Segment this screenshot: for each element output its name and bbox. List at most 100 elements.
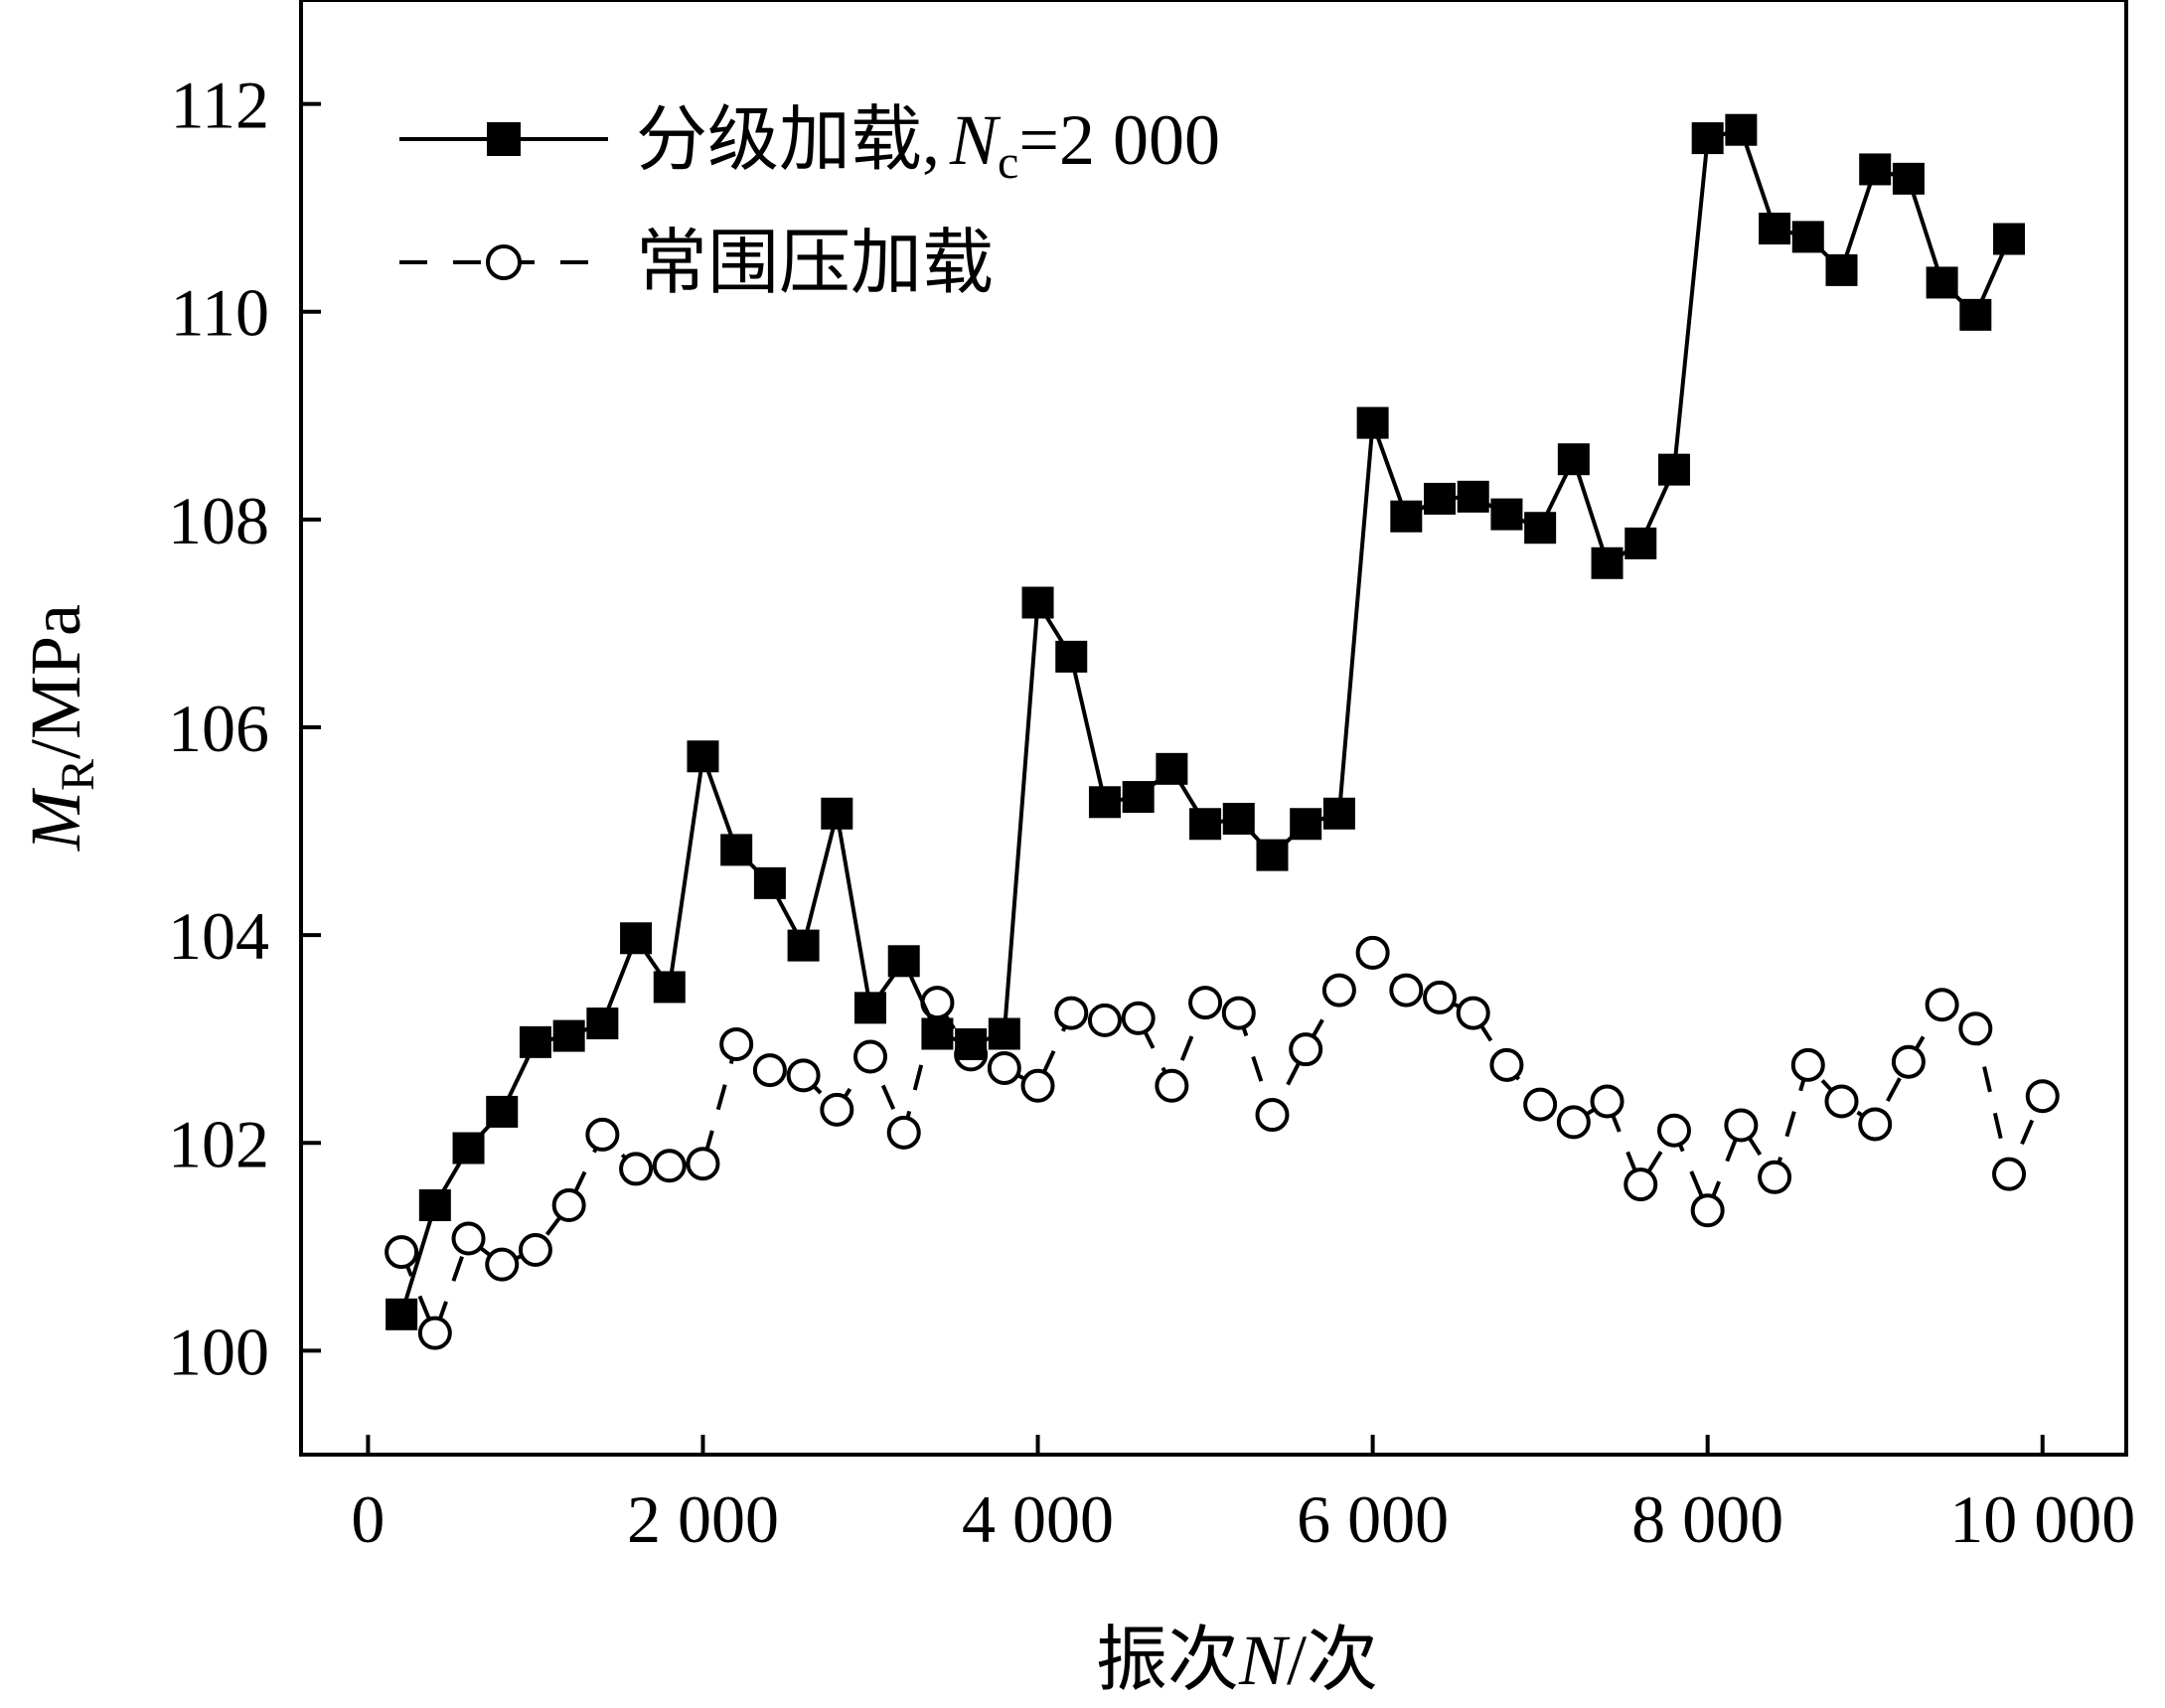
data-point-square xyxy=(386,1298,418,1330)
data-point-circle xyxy=(551,1188,586,1223)
data-point-square xyxy=(1791,221,1824,253)
data-point-square xyxy=(1457,480,1489,513)
legend-marker-series-1 xyxy=(487,122,521,156)
data-point-square xyxy=(1156,752,1188,785)
data-point-square xyxy=(854,992,887,1024)
data-point-circle xyxy=(1690,1193,1725,1228)
data-point-square xyxy=(1959,298,1992,331)
data-point-square xyxy=(1859,153,1892,186)
x-tick-label: 6 000 xyxy=(1297,1481,1449,1557)
data-point-square xyxy=(486,1095,519,1128)
data-point-square xyxy=(1524,512,1557,544)
data-point-square xyxy=(821,797,853,830)
data-point-circle xyxy=(1556,1105,1591,1140)
data-point-circle xyxy=(585,1117,620,1152)
data-point-square xyxy=(1290,808,1322,841)
plot-frame xyxy=(299,0,2128,1457)
data-point-square xyxy=(1657,453,1690,486)
legend: 分级加载, Nc=2 000 常围压加载 xyxy=(399,100,1220,303)
data-point-circle xyxy=(1724,1108,1759,1143)
data-point-circle xyxy=(853,1039,888,1074)
data-point-square xyxy=(586,1008,619,1040)
data-point-circle xyxy=(1389,973,1424,1008)
data-point-circle xyxy=(1054,996,1089,1030)
data-point-circle xyxy=(1790,1047,1825,1082)
data-point-circle xyxy=(1087,1003,1122,1037)
data-point-square xyxy=(1256,839,1289,871)
series-layer xyxy=(385,113,2060,1350)
data-point-circle xyxy=(1925,988,1959,1022)
data-point-square xyxy=(653,971,686,1004)
data-point-square xyxy=(1356,406,1389,439)
data-point-square xyxy=(720,834,753,866)
data-point-circle xyxy=(1958,1011,1993,1046)
series-line-1 xyxy=(399,127,2011,1316)
data-point-circle xyxy=(1020,1068,1055,1103)
x-tick-label: 8 000 xyxy=(1631,1481,1783,1557)
data-point-circle xyxy=(385,1235,419,1270)
series-line-2 xyxy=(399,950,2045,1335)
data-point-square xyxy=(1390,500,1423,533)
axes: 0 2 000 4 000 6 000 8 000 10 000 100 102 104 106 1… xyxy=(168,68,2135,1557)
data-point-square xyxy=(1222,803,1255,836)
data-point-circle xyxy=(1456,996,1490,1030)
data-point-circle xyxy=(686,1147,720,1181)
data-point-circle xyxy=(1858,1107,1893,1142)
data-point-circle xyxy=(1188,986,1223,1020)
data-point-square xyxy=(1122,781,1155,814)
data-point-square xyxy=(1926,266,1958,299)
x-tick-label: 4 000 xyxy=(962,1481,1114,1557)
data-point-square xyxy=(519,1025,551,1058)
legend-label-series-2: 常围压加载 xyxy=(636,224,994,303)
y-tick-label: 106 xyxy=(168,691,269,766)
y-tick-label: 108 xyxy=(168,483,269,558)
x-tick-label: 10 000 xyxy=(1949,1481,2135,1557)
y-tick-label: 104 xyxy=(168,898,269,974)
data-point-circle xyxy=(1355,935,1390,970)
data-point-square xyxy=(1557,443,1590,476)
data-point-square xyxy=(1624,527,1657,559)
data-point-square xyxy=(921,1017,954,1050)
data-point-circle xyxy=(1590,1084,1624,1119)
data-point-square xyxy=(1759,213,1791,245)
data-point-square xyxy=(1490,498,1523,531)
data-point-square xyxy=(787,929,820,962)
data-point-square xyxy=(620,922,653,955)
data-point-circle xyxy=(652,1149,687,1183)
data-point-circle xyxy=(1489,1047,1524,1082)
data-point-circle xyxy=(619,1152,654,1186)
data-point-circle xyxy=(752,1053,787,1088)
data-point-circle xyxy=(719,1026,754,1061)
data-point-square xyxy=(1892,162,1925,195)
data-point-circle xyxy=(820,1092,854,1127)
x-tick-label: 0 xyxy=(351,1481,385,1557)
data-point-circle xyxy=(1155,1068,1189,1103)
data-point-square xyxy=(1424,482,1457,515)
data-point-square xyxy=(1591,546,1624,579)
data-point-circle xyxy=(2025,1079,2060,1114)
data-point-square xyxy=(1725,113,1758,146)
y-tick-label: 110 xyxy=(171,275,269,351)
data-point-square xyxy=(1021,586,1054,619)
data-point-circle xyxy=(1758,1160,1792,1194)
data-point-circle xyxy=(1824,1084,1859,1119)
data-point-circle xyxy=(1321,973,1356,1008)
data-point-circle xyxy=(1656,1113,1691,1148)
legend-marker-series-2 xyxy=(486,244,522,280)
data-point-square xyxy=(552,1019,585,1052)
data-point-square xyxy=(1189,808,1222,841)
series-2 xyxy=(385,935,2060,1350)
data-point-circle xyxy=(518,1232,552,1267)
x-tick-label: 2 000 xyxy=(627,1481,779,1557)
series-1 xyxy=(386,113,2026,1330)
data-point-circle xyxy=(1423,980,1458,1014)
data-point-square xyxy=(452,1132,485,1165)
data-point-circle xyxy=(1523,1087,1558,1122)
y-tick-label: 102 xyxy=(168,1106,269,1181)
data-point-circle xyxy=(886,1115,921,1150)
data-point-circle xyxy=(451,1221,486,1256)
data-point-circle xyxy=(1624,1167,1658,1202)
data-point-circle xyxy=(485,1247,520,1282)
data-point-square xyxy=(1691,122,1724,155)
